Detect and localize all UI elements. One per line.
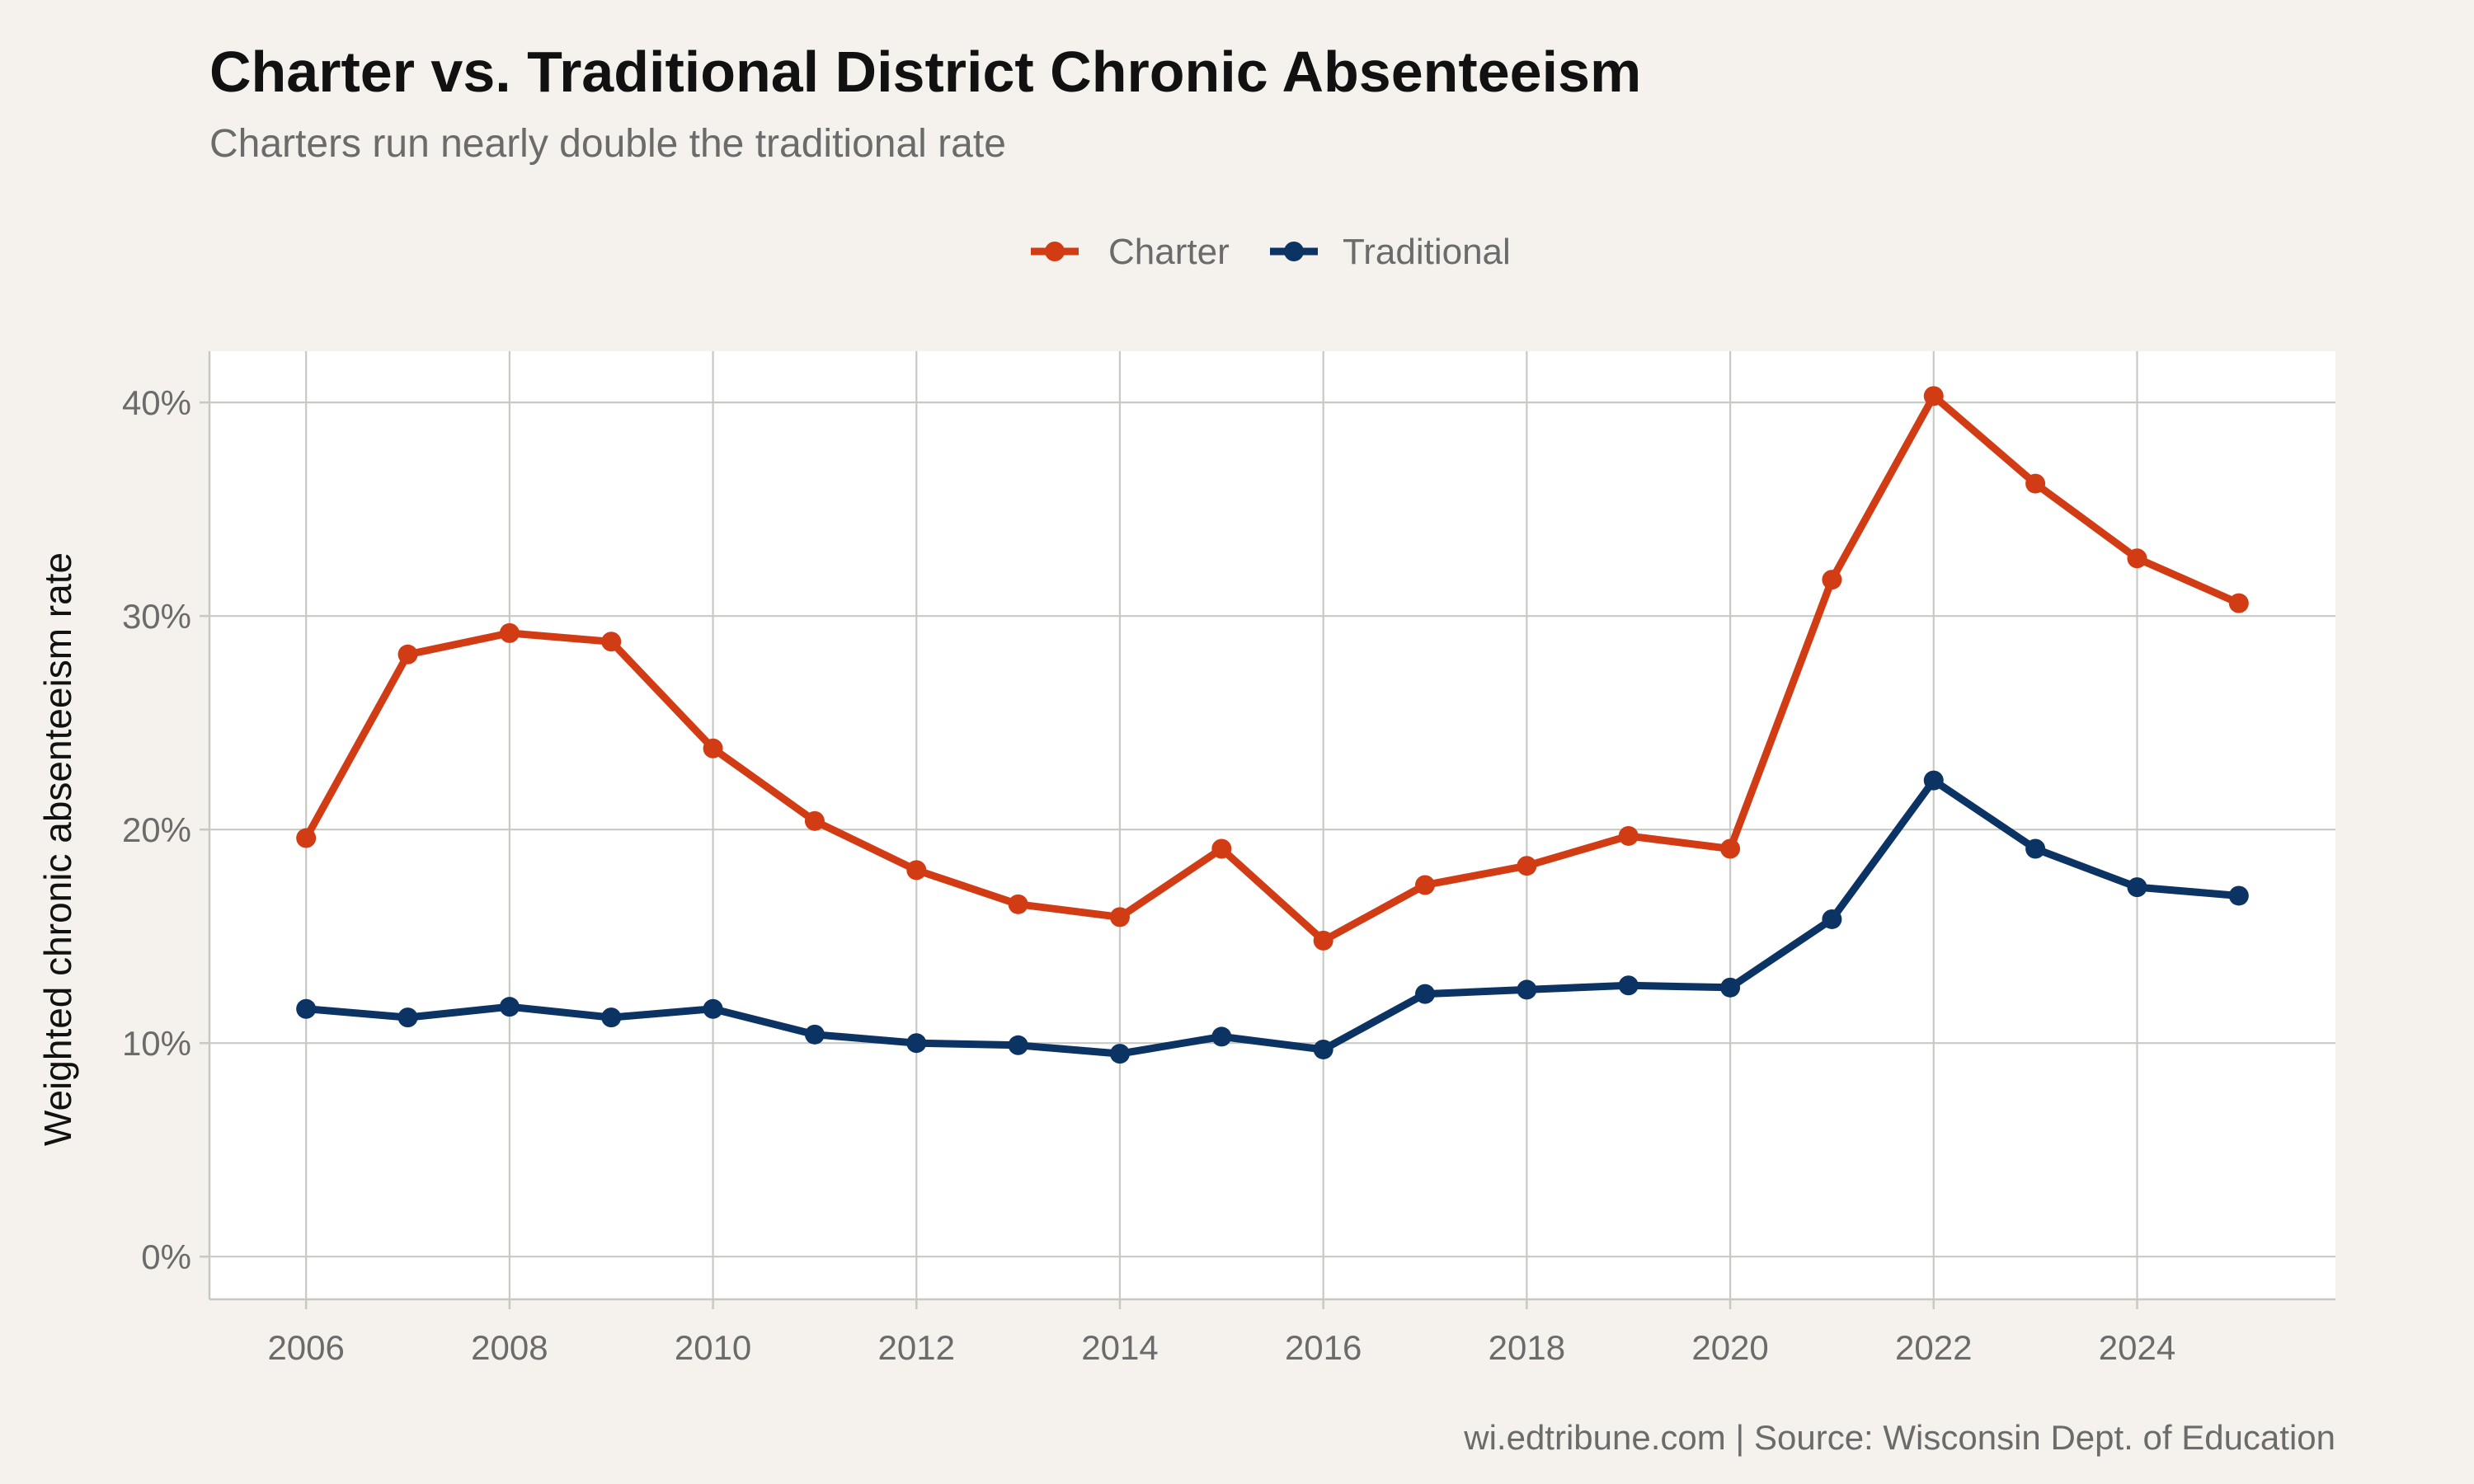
legend-label-charter: Charter	[1108, 232, 1230, 272]
data-point-charter-2019	[1618, 825, 1639, 846]
series-charter	[296, 386, 2249, 951]
data-point-traditional-2011	[804, 1024, 825, 1045]
data-point-traditional-2012	[906, 1033, 927, 1054]
data-point-traditional-2016	[1313, 1039, 1333, 1059]
data-point-charter-2024	[2127, 548, 2147, 569]
chart-title: Charter vs. Traditional District Chronic…	[209, 40, 1641, 104]
data-point-charter-2018	[1517, 856, 1537, 876]
data-point-traditional-2018	[1517, 979, 1537, 1000]
data-point-traditional-2006	[296, 998, 317, 1019]
data-point-traditional-2017	[1415, 984, 1436, 1004]
data-point-charter-2013	[1008, 894, 1028, 914]
y-tick-label: 0%	[141, 1237, 191, 1276]
y-tick-label: 20%	[122, 810, 191, 849]
data-point-charter-2006	[296, 828, 317, 848]
y-tick-label: 40%	[122, 383, 191, 422]
legend-label-traditional: Traditional	[1343, 232, 1511, 272]
x-tick-label: 2008	[471, 1328, 548, 1367]
series-layer	[296, 386, 2249, 1064]
data-point-traditional-2022	[1923, 770, 1944, 791]
series-line-charter	[302, 392, 2243, 945]
data-point-traditional-2015	[1211, 1026, 1232, 1047]
x-tick-label: 2010	[675, 1328, 751, 1367]
series-line-traditional	[302, 777, 2243, 1058]
data-point-charter-2009	[601, 632, 622, 652]
data-point-charter-2010	[703, 738, 723, 758]
data-point-charter-2022	[1923, 386, 1944, 406]
legend-item-traditional: Traditional	[1270, 232, 1511, 272]
x-tick-label: 2022	[1895, 1328, 1972, 1367]
x-tick-label: 2006	[267, 1328, 344, 1367]
y-tick-label: 10%	[122, 1024, 191, 1063]
legend-item-charter: Charter	[1031, 232, 1230, 272]
data-point-charter-2025	[2228, 593, 2249, 613]
data-point-traditional-2019	[1618, 975, 1639, 996]
y-tick-label: 30%	[122, 597, 191, 636]
data-point-charter-2011	[804, 810, 825, 831]
data-point-charter-2017	[1415, 875, 1436, 895]
data-point-charter-2020	[1720, 838, 1741, 859]
x-axis-ticks: 2006 2008 2010 2012 2014 2016 2018 2020 2022 2024	[267, 1299, 2175, 1367]
data-point-charter-2014	[1109, 907, 1130, 928]
data-point-traditional-2024	[2127, 877, 2147, 898]
chart-subtitle: Charters run nearly double the tradition…	[209, 122, 1006, 166]
data-point-traditional-2009	[601, 1007, 622, 1028]
data-point-traditional-2025	[2228, 885, 2249, 906]
legend-key-point	[1284, 242, 1304, 261]
data-point-traditional-2008	[499, 997, 520, 1017]
data-point-charter-2021	[1822, 570, 1842, 590]
plot-panel	[209, 351, 2335, 1299]
data-point-charter-2008	[499, 622, 520, 643]
axes	[208, 351, 2335, 1301]
data-point-charter-2015	[1211, 838, 1232, 859]
data-point-traditional-2023	[2025, 838, 2046, 859]
x-tick-label: 2012	[878, 1328, 955, 1367]
legend: Charter Traditional	[1031, 232, 1511, 272]
legend-key-point	[1045, 242, 1065, 261]
series-traditional	[296, 770, 2249, 1064]
x-tick-label: 2016	[1285, 1328, 1362, 1367]
data-point-charter-2007	[397, 644, 418, 665]
x-tick-label: 2018	[1489, 1328, 1565, 1367]
data-point-traditional-2014	[1109, 1044, 1130, 1064]
x-tick-label: 2024	[2099, 1328, 2175, 1367]
y-axis-ticks: 0% 10% 20% 30% 40%	[122, 383, 209, 1276]
data-point-charter-2016	[1313, 930, 1333, 951]
data-point-traditional-2021	[1822, 909, 1842, 929]
x-tick-label: 2014	[1081, 1328, 1158, 1367]
data-point-traditional-2013	[1008, 1035, 1028, 1055]
data-point-charter-2023	[2025, 473, 2046, 494]
y-axis-title: Weighted chronic absenteeism rate	[36, 552, 79, 1146]
data-point-charter-2012	[906, 860, 927, 881]
x-tick-label: 2020	[1691, 1328, 1768, 1367]
chart-caption: wi.edtribune.com | Source: Wisconsin Dep…	[1463, 1418, 2335, 1457]
data-point-traditional-2020	[1720, 977, 1741, 998]
data-point-traditional-2010	[703, 998, 723, 1019]
data-point-traditional-2007	[397, 1007, 418, 1028]
